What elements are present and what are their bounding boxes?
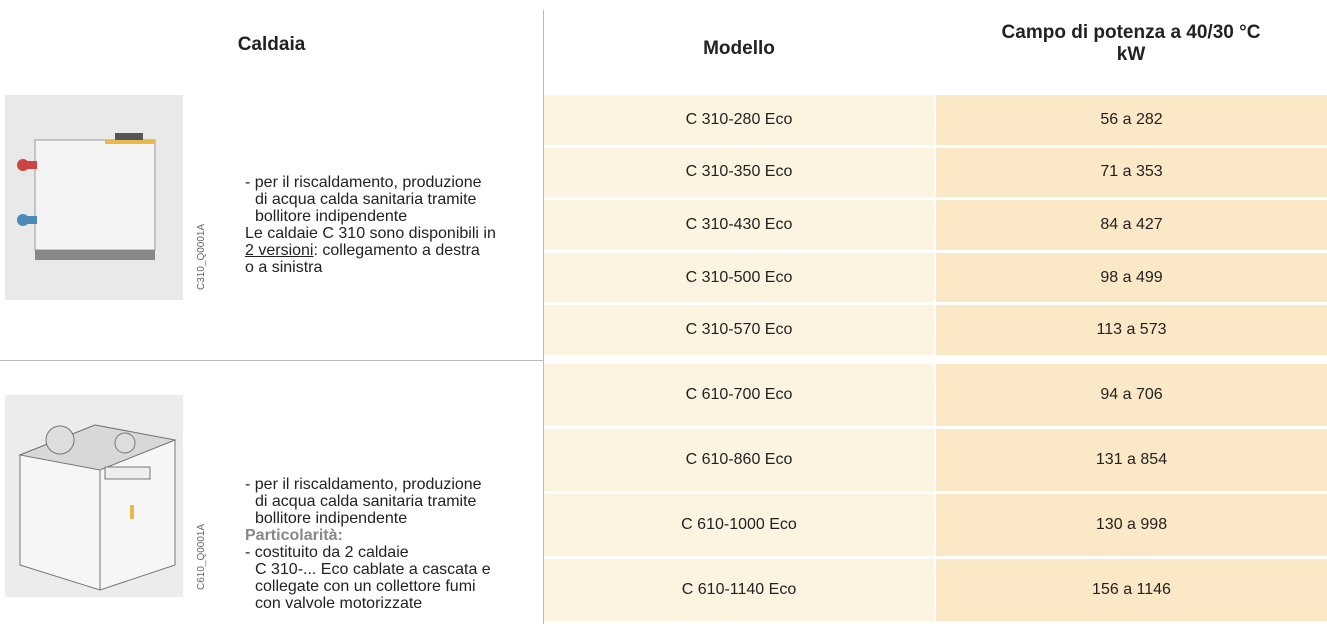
model-cell: C 610-860 Eco <box>544 429 934 491</box>
desc-line: con valvole motorizzate <box>255 595 423 612</box>
special-label: Particolarità: <box>245 527 343 544</box>
desc-text: : collegamento a destra <box>313 242 480 259</box>
model-cell: C 610-1140 Eco <box>544 559 934 621</box>
description: - per il riscaldamento, produzione di ac… <box>245 174 496 276</box>
model-cell: C 310-280 Eco <box>544 95 934 145</box>
model-cell: C 610-700 Eco <box>544 364 934 426</box>
desc-line: bollitore indipendente <box>255 208 408 225</box>
desc-line: collegate con un collettore fumi <box>255 578 476 595</box>
desc-line: - costituito da 2 caldaie <box>245 544 409 561</box>
model-cell: C 310-570 Eco <box>544 305 934 355</box>
desc-line: bollitore indipendente <box>255 510 408 527</box>
range-cell: 71 a 353 <box>936 147 1327 198</box>
desc-line: C 310-... Eco cablate a cascata e <box>255 561 491 578</box>
image-code: C310_Q0001A <box>196 223 207 290</box>
image-code: C610_Q0001A <box>196 523 207 590</box>
desc-line: di acqua calda sanitaria tramite <box>255 191 477 208</box>
divider <box>543 10 544 624</box>
desc-line: o a sinistra <box>245 259 323 276</box>
header-modello: Modello <box>703 38 775 59</box>
desc-line: - per il riscaldamento, produzione <box>245 476 482 493</box>
range-cell: 56 a 282 <box>936 95 1327 145</box>
boiler-image <box>5 395 183 597</box>
range-cell: 94 a 706 <box>936 364 1327 426</box>
range-cell: 113 a 573 <box>936 305 1327 355</box>
desc-line: di acqua calda sanitaria tramite <box>255 493 477 510</box>
range-cell: 84 a 427 <box>936 200 1327 250</box>
model-cell: C 310-500 Eco <box>544 252 934 303</box>
desc-line: Le caldaie C 310 sono disponibili in <box>245 225 496 242</box>
link[interactable]: 2 versioni <box>245 242 314 259</box>
group-separator <box>0 360 543 361</box>
model-cell: C 610-1000 Eco <box>544 494 934 556</box>
model-cell: C 310-350 Eco <box>544 147 934 198</box>
model-cell: C 310-430 Eco <box>544 200 934 250</box>
range-cell: 98 a 499 <box>936 252 1327 303</box>
header-potenza: Campo di potenza a 40/30 °C kW <box>935 22 1327 66</box>
range-cell: 156 a 1146 <box>936 559 1327 621</box>
header-line: kW <box>1116 44 1146 65</box>
desc-line: 2 versioni: collegamento a destra <box>245 242 496 259</box>
boiler-image <box>5 95 183 300</box>
range-cell: 131 a 854 <box>936 429 1327 491</box>
desc-line: - per il riscaldamento, produzione <box>245 174 482 191</box>
header-line: Campo di potenza a 40/30 °C <box>1001 22 1261 43</box>
header-caldaia: Caldaia <box>237 34 306 55</box>
range-cell: 130 a 998 <box>936 494 1327 556</box>
description: - per il riscaldamento, produzione di ac… <box>245 476 491 612</box>
